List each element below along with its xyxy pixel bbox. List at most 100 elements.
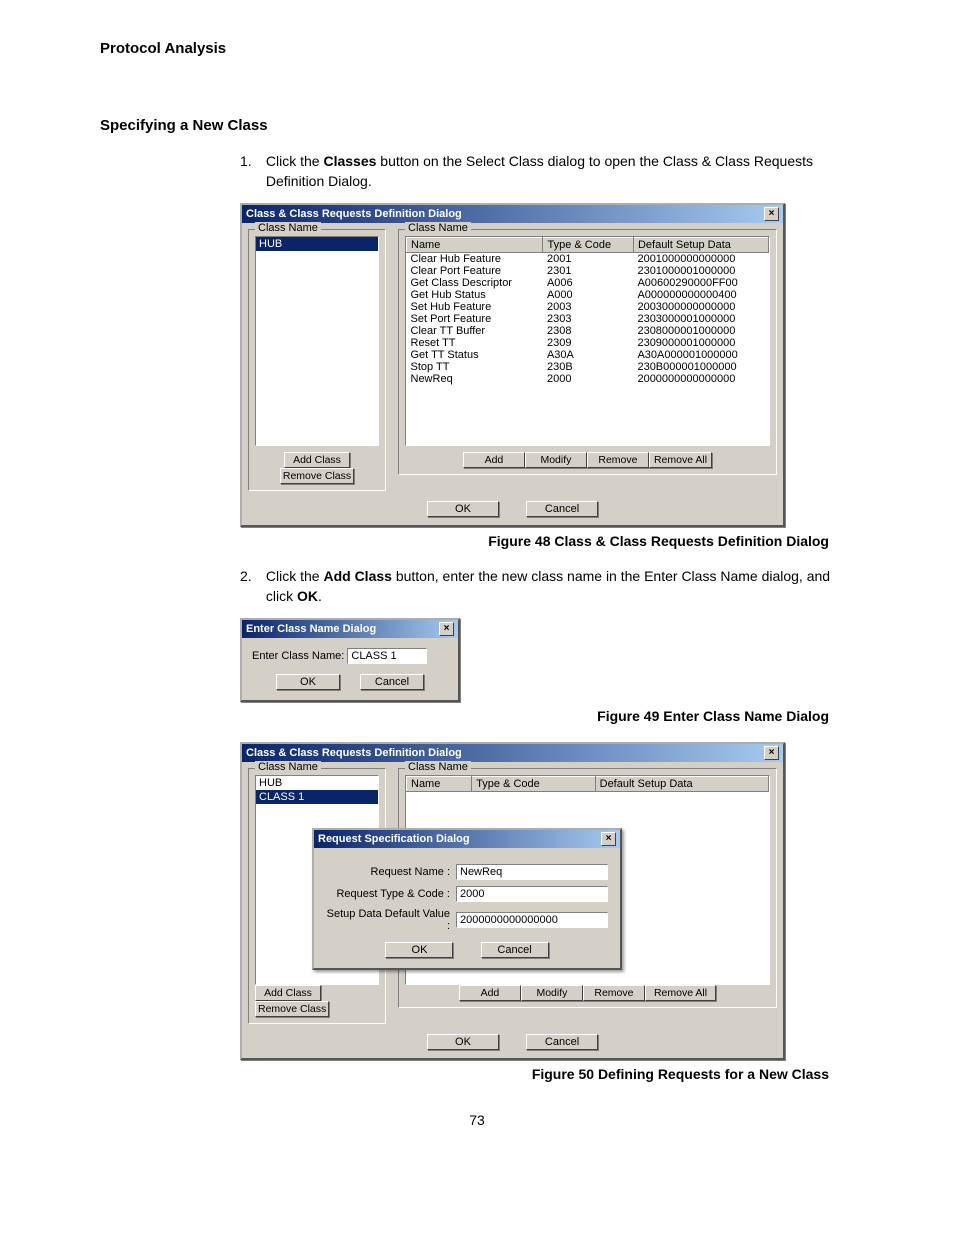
col-type[interactable]: Type & Code bbox=[472, 777, 595, 792]
page-number: 73 bbox=[100, 1112, 854, 1128]
table-header-row: Name Type & Code Default Setup Data bbox=[407, 777, 769, 792]
col-type[interactable]: Type & Code bbox=[543, 238, 633, 253]
step-2-post: . bbox=[318, 588, 322, 604]
step-1-text: Click the Classes button on the Select C… bbox=[266, 152, 854, 191]
add-button[interactable]: Add bbox=[459, 985, 521, 1001]
remove-all-button[interactable]: Remove All bbox=[649, 452, 712, 468]
class-list-item[interactable]: HUB bbox=[256, 776, 378, 790]
cell-name: NewReq bbox=[407, 373, 543, 385]
remove-class-button[interactable]: Remove Class bbox=[280, 468, 354, 484]
class-list-item-selected[interactable]: CLASS 1 bbox=[256, 790, 378, 804]
class-list-item[interactable]: HUB bbox=[256, 237, 378, 251]
request-list[interactable]: Name Type & Code Default Setup Data Clea… bbox=[405, 236, 770, 446]
class-list[interactable]: HUB bbox=[255, 236, 379, 446]
step-1: 1. Click the Classes button on the Selec… bbox=[240, 152, 854, 191]
ok-button[interactable]: OK bbox=[276, 674, 340, 690]
cancel-button[interactable]: Cancel bbox=[360, 674, 424, 690]
dialog-title: Enter Class Name Dialog bbox=[246, 623, 376, 635]
modify-button[interactable]: Modify bbox=[525, 452, 587, 468]
step-1-bold: Classes bbox=[323, 153, 376, 169]
cell-type: 2303 bbox=[543, 313, 633, 325]
class-name-input[interactable]: CLASS 1 bbox=[347, 648, 427, 664]
table-row[interactable]: Set Port Feature23032303000001000000 bbox=[407, 313, 769, 325]
step-1-pre: Click the bbox=[266, 153, 324, 169]
figure-49-caption: Figure 49 Enter Class Name Dialog bbox=[100, 708, 854, 724]
cell-default: 2003000000000000 bbox=[633, 301, 768, 313]
cell-default: 2000000000000000 bbox=[633, 373, 768, 385]
cell-name: Set Hub Feature bbox=[407, 301, 543, 313]
table-row[interactable]: NewReq20002000000000000000 bbox=[407, 373, 769, 385]
dialog-title: Request Specification Dialog bbox=[318, 833, 470, 845]
remove-button[interactable]: Remove bbox=[587, 452, 649, 468]
cell-name: Reset TT bbox=[407, 337, 543, 349]
col-name[interactable]: Name bbox=[407, 238, 543, 253]
cell-type: 230B bbox=[543, 361, 633, 373]
class-requests-dialog: Class & Class Requests Definition Dialog… bbox=[240, 203, 785, 527]
table-row[interactable]: Reset TT23092309000001000000 bbox=[407, 337, 769, 349]
cell-name: Get TT Status bbox=[407, 349, 543, 361]
cancel-button[interactable]: Cancel bbox=[526, 501, 598, 517]
col-default[interactable]: Default Setup Data bbox=[633, 238, 768, 253]
ok-button[interactable]: OK bbox=[427, 501, 499, 517]
table-row[interactable]: Stop TT230B230B000001000000 bbox=[407, 361, 769, 373]
cell-default: A00600290000FF00 bbox=[633, 277, 768, 289]
table-row[interactable]: Clear TT Buffer23082308000001000000 bbox=[407, 325, 769, 337]
request-type-input[interactable]: 2000 bbox=[456, 886, 608, 902]
modify-button[interactable]: Modify bbox=[521, 985, 583, 1001]
cell-name: Stop TT bbox=[407, 361, 543, 373]
ok-button[interactable]: OK bbox=[385, 942, 453, 958]
col-default[interactable]: Default Setup Data bbox=[595, 777, 768, 792]
cell-name: Set Port Feature bbox=[407, 313, 543, 325]
setup-data-input[interactable]: 2000000000000000 bbox=[456, 912, 608, 928]
table-row[interactable]: Get TT StatusA30AA30A000001000000 bbox=[407, 349, 769, 361]
table-row[interactable]: Set Hub Feature20032003000000000000 bbox=[407, 301, 769, 313]
cell-name: Get Hub Status bbox=[407, 289, 543, 301]
remove-class-button[interactable]: Remove Class bbox=[255, 1001, 329, 1017]
cancel-button[interactable]: Cancel bbox=[526, 1034, 598, 1050]
add-class-button[interactable]: Add Class bbox=[284, 452, 350, 468]
step-2-bold1: Add Class bbox=[323, 568, 391, 584]
remove-button[interactable]: Remove bbox=[583, 985, 645, 1001]
figure-48-caption: Figure 48 Class & Class Requests Definit… bbox=[100, 533, 854, 549]
close-icon[interactable]: × bbox=[601, 832, 616, 846]
table-row[interactable]: Clear Port Feature23012301000001000000 bbox=[407, 265, 769, 277]
request-name-input[interactable]: NewReq bbox=[456, 864, 608, 880]
cell-default: 2309000001000000 bbox=[633, 337, 768, 349]
add-class-button[interactable]: Add Class bbox=[255, 985, 321, 1001]
col-name[interactable]: Name bbox=[407, 777, 472, 792]
cell-name: Clear TT Buffer bbox=[407, 325, 543, 337]
table-row[interactable]: Get Hub StatusA000A000000000000400 bbox=[407, 289, 769, 301]
cell-default: 230B000001000000 bbox=[633, 361, 768, 373]
cell-type: A006 bbox=[543, 277, 633, 289]
close-icon[interactable]: × bbox=[764, 746, 779, 760]
group-legend-left: Class Name bbox=[255, 222, 321, 234]
cancel-button[interactable]: Cancel bbox=[481, 942, 549, 958]
group-legend-left: Class Name bbox=[255, 761, 321, 773]
cell-type: 2308 bbox=[543, 325, 633, 337]
section-header: Protocol Analysis bbox=[100, 40, 854, 57]
step-2-text: Click the Add Class button, enter the ne… bbox=[266, 567, 854, 606]
enter-class-name-dialog: Enter Class Name Dialog × Enter Class Na… bbox=[240, 618, 460, 702]
cell-name: Clear Hub Feature bbox=[407, 253, 543, 266]
table-row[interactable]: Clear Hub Feature20012001000000000000 bbox=[407, 253, 769, 266]
cell-default: A30A000001000000 bbox=[633, 349, 768, 361]
dialog-titlebar: Request Specification Dialog × bbox=[314, 830, 620, 848]
cell-type: A000 bbox=[543, 289, 633, 301]
add-button[interactable]: Add bbox=[463, 452, 525, 468]
request-specification-dialog: Request Specification Dialog × Request N… bbox=[312, 828, 622, 970]
cell-default: 2303000001000000 bbox=[633, 313, 768, 325]
step-2: 2. Click the Add Class button, enter the… bbox=[240, 567, 854, 606]
close-icon[interactable]: × bbox=[439, 622, 454, 636]
dialog-titlebar: Class & Class Requests Definition Dialog… bbox=[242, 744, 783, 762]
request-type-label: Request Type & Code : bbox=[326, 888, 456, 900]
table-row[interactable]: Get Class DescriptorA006A00600290000FF00 bbox=[407, 277, 769, 289]
remove-all-button[interactable]: Remove All bbox=[645, 985, 716, 1001]
figure-50-caption: Figure 50 Defining Requests for a New Cl… bbox=[100, 1066, 854, 1082]
cell-type: 2000 bbox=[543, 373, 633, 385]
cell-type: 2301 bbox=[543, 265, 633, 277]
group-legend-right: Class Name bbox=[405, 761, 471, 773]
enter-class-name-label: Enter Class Name: bbox=[252, 650, 344, 662]
close-icon[interactable]: × bbox=[764, 207, 779, 221]
group-legend-right: Class Name bbox=[405, 222, 471, 234]
ok-button[interactable]: OK bbox=[427, 1034, 499, 1050]
